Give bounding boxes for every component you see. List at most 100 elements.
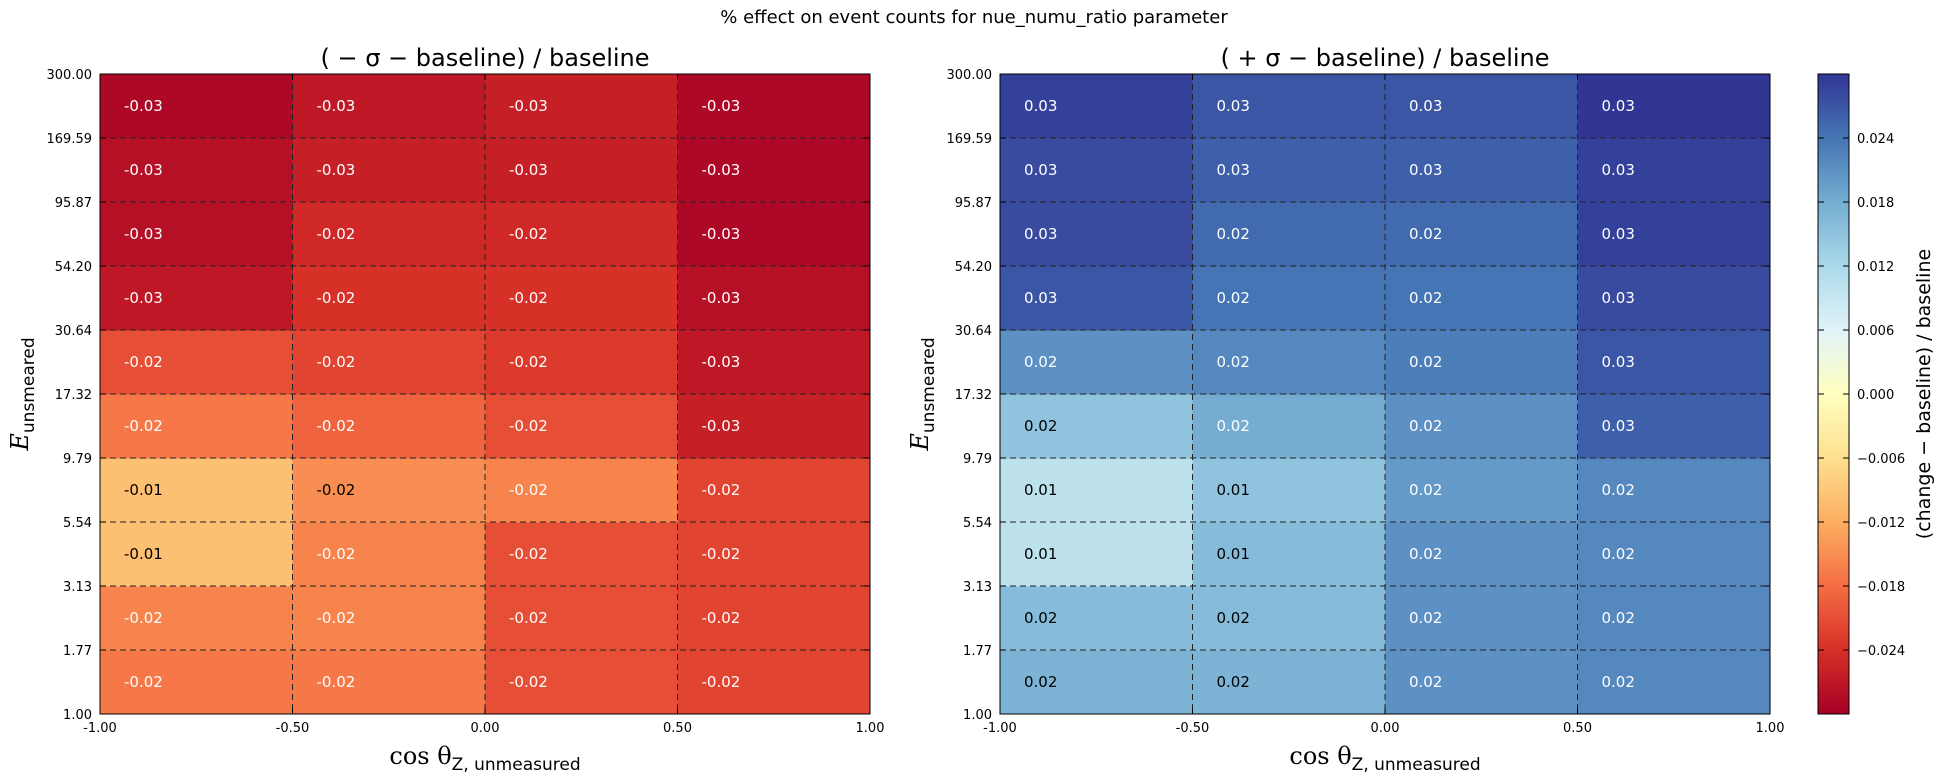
x-tick-label: 1.00 <box>856 721 885 736</box>
heatmap-cell <box>292 330 486 395</box>
y-tick-label: 9.79 <box>63 452 92 467</box>
colorbar-tick-label: −0.018 <box>1857 580 1905 595</box>
y-tick-label: 5.54 <box>963 516 992 531</box>
cell-value-label: 0.03 <box>1217 97 1250 115</box>
cell-value-label: -0.02 <box>509 609 548 627</box>
y-tick-label: 1.77 <box>963 644 992 659</box>
cell-value-label: -0.02 <box>509 289 548 307</box>
heatmap-cell <box>1577 394 1771 459</box>
cell-value-label: -0.02 <box>509 417 548 435</box>
cell-value-label: -0.02 <box>317 481 356 499</box>
heatmap-cell <box>292 522 486 587</box>
heatmap-cell <box>1000 394 1193 459</box>
x-tick-label: 0.50 <box>1563 721 1592 736</box>
y-tick-label: 54.20 <box>55 260 92 275</box>
cell-value-label: -0.02 <box>702 609 741 627</box>
cell-value-label: 0.02 <box>1409 673 1442 691</box>
cell-value-label: -0.02 <box>509 545 548 563</box>
heatmap-cell <box>1577 266 1771 331</box>
heatmap-cell <box>485 394 678 459</box>
heatmap-cell <box>100 202 293 267</box>
cell-value-label: 0.01 <box>1024 481 1057 499</box>
heatmap-cell <box>677 522 871 587</box>
heatmap-cell <box>1192 458 1386 523</box>
colorbar-tick-label: −0.024 <box>1857 644 1905 659</box>
x-tick-label: 0.50 <box>663 721 692 736</box>
cell-value-label: -0.03 <box>124 161 163 179</box>
colorbar-tick-label: 0.006 <box>1857 324 1894 339</box>
heatmap-cell <box>1192 138 1386 203</box>
heatmap-cell <box>1000 138 1193 203</box>
cell-value-label: -0.03 <box>702 417 741 435</box>
heatmap-cell <box>1577 202 1771 267</box>
heatmap-cell <box>1385 202 1578 267</box>
heatmap-cell <box>1385 394 1578 459</box>
heatmap-cell <box>485 74 678 139</box>
heatmap-cell <box>1577 330 1771 395</box>
y-tick-label: 54.20 <box>955 260 992 275</box>
cell-value-label: -0.03 <box>317 97 356 115</box>
figure-suptitle: % effect on event counts for nue_numu_ra… <box>720 7 1228 28</box>
cell-value-label: -0.02 <box>702 481 741 499</box>
heatmap-cell <box>292 74 486 139</box>
cell-value-label: 0.03 <box>1409 97 1442 115</box>
cell-value-label: -0.02 <box>702 545 741 563</box>
cell-value-label: -0.03 <box>702 97 741 115</box>
cell-value-label: -0.02 <box>317 609 356 627</box>
cell-value-label: 0.02 <box>1217 353 1250 371</box>
cell-value-label: -0.01 <box>124 545 163 563</box>
cell-value-label: 0.02 <box>1602 481 1635 499</box>
heatmap-panel-1: -0.02 -0.02 -0.02 -0.02 -0.02 -0.02 -0.02 -0.02… <box>6 44 884 775</box>
heatmap-cell <box>485 522 678 587</box>
cell-value-label: -0.03 <box>509 97 548 115</box>
cell-value-label: 0.03 <box>1602 97 1635 115</box>
cell-value-label: 0.02 <box>1409 417 1442 435</box>
cell-value-label: 0.02 <box>1602 609 1635 627</box>
x-tick-label: -1.00 <box>983 721 1017 736</box>
cell-value-label: -0.02 <box>124 673 163 691</box>
heatmap-cell <box>292 138 486 203</box>
heatmap-cell <box>485 458 678 523</box>
cell-value-label: 0.03 <box>1024 161 1057 179</box>
heatmap-cell <box>677 74 871 139</box>
cell-value-label: 0.02 <box>1409 545 1442 563</box>
cell-value-label: 0.02 <box>1409 353 1442 371</box>
cell-value-label: -0.02 <box>317 225 356 243</box>
heatmap-cell <box>1000 330 1193 395</box>
heatmap-cell <box>1192 394 1386 459</box>
cell-value-label: -0.02 <box>509 225 548 243</box>
heatmap-cell <box>485 650 678 715</box>
cell-value-label: 0.03 <box>1602 353 1635 371</box>
heatmap-cell <box>677 458 871 523</box>
heatmap-cell <box>485 266 678 331</box>
cell-value-label: -0.03 <box>702 161 741 179</box>
cell-value-label: -0.01 <box>124 481 163 499</box>
heatmap-cell <box>100 522 293 587</box>
heatmap-cell <box>1385 650 1578 715</box>
cell-value-label: -0.03 <box>702 289 741 307</box>
cell-value-label: 0.03 <box>1409 161 1442 179</box>
cell-value-label: 0.02 <box>1409 225 1442 243</box>
cell-value-label: 0.02 <box>1602 545 1635 563</box>
colorbar-tick-label: 0.024 <box>1857 132 1894 147</box>
heatmap-cell <box>1385 330 1578 395</box>
y-axis-label: Eunsmeared <box>6 337 39 451</box>
heatmap-cell <box>292 650 486 715</box>
heatmap-cell <box>1192 74 1386 139</box>
cell-value-label: -0.02 <box>317 673 356 691</box>
heatmap-panel-2: 0.02 0.02 0.02 0.02 0.02 0.02 0.02 0.02 0.01 0.01… <box>906 44 1784 775</box>
cell-value-label: -0.02 <box>124 609 163 627</box>
y-axis-label: Eunsmeared <box>906 337 939 451</box>
colorbar-tick-label: −0.012 <box>1857 516 1905 531</box>
heatmap-cell <box>677 330 871 395</box>
y-tick-label: 95.87 <box>955 196 992 211</box>
cell-value-label: -0.03 <box>702 353 741 371</box>
panel-title: ( − σ − baseline) / baseline <box>320 44 649 72</box>
cell-value-label: -0.03 <box>124 289 163 307</box>
cell-value-label: 0.02 <box>1024 673 1057 691</box>
heatmap-cell <box>1577 586 1771 651</box>
heatmap-cell <box>1577 650 1771 715</box>
heatmap-cell <box>1577 458 1771 523</box>
panel-title: ( + σ − baseline) / baseline <box>1220 44 1549 72</box>
